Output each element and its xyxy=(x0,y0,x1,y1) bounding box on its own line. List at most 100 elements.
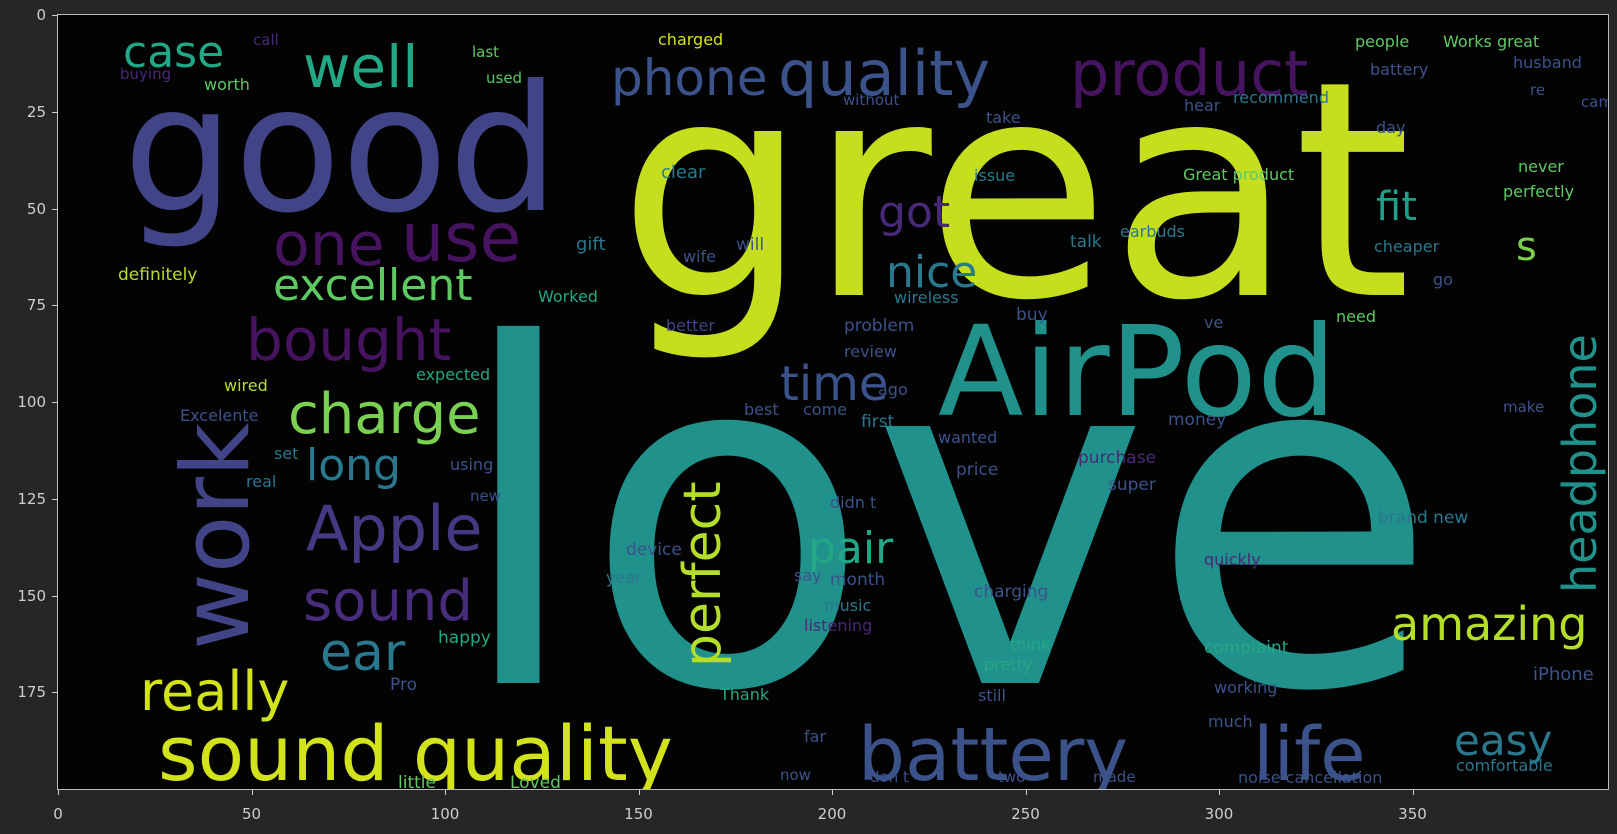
word-nice: nice xyxy=(886,247,977,298)
word-purchase: purchase xyxy=(1078,448,1156,468)
y-tick-label: 75 xyxy=(26,296,46,315)
word-talk: talk xyxy=(1070,232,1102,252)
word-year: year xyxy=(606,568,642,587)
word-day: day xyxy=(1376,118,1405,137)
word-wanted: wanted xyxy=(938,428,997,447)
x-tick-mark xyxy=(1025,790,1027,795)
plot-frame xyxy=(57,14,1609,790)
word-money: money xyxy=(1168,410,1226,430)
x-tick-label: 50 xyxy=(241,805,262,823)
word-time: time xyxy=(780,356,888,412)
word-headphone: headphone xyxy=(1553,334,1607,593)
word-use: use xyxy=(401,199,521,278)
x-tick-mark xyxy=(58,790,59,795)
word-using: using xyxy=(450,455,493,474)
y-tick-label: 100 xyxy=(17,393,46,411)
y-tick-label: 175 xyxy=(17,683,46,702)
word-noise-cancellation: noise cancellation xyxy=(1238,768,1382,787)
word-happy: happy xyxy=(438,628,491,648)
word-come: come xyxy=(803,400,847,419)
word-cheaper: cheaper xyxy=(1374,237,1440,256)
word-problem: problem xyxy=(844,316,914,336)
word-works-great: Works great xyxy=(1443,32,1539,51)
y-tick-mark xyxy=(52,498,57,500)
word-far: far xyxy=(804,727,826,746)
x-tick-mark xyxy=(832,790,833,795)
word-price: price xyxy=(956,460,998,480)
x-tick-mark xyxy=(251,790,253,795)
word-charged: charged xyxy=(658,30,723,49)
word-worked: Worked xyxy=(538,287,598,306)
word-s: s xyxy=(1516,224,1537,270)
word-pretty: pretty xyxy=(984,655,1032,674)
y-tick-label: 50 xyxy=(26,199,46,218)
word-expected: expected xyxy=(416,365,490,384)
y-tick-label: 150 xyxy=(17,586,46,605)
word-one: one xyxy=(273,210,385,280)
word-charging: charging xyxy=(974,582,1048,602)
word-great-product: Great product xyxy=(1183,165,1294,184)
word-working: working xyxy=(1214,678,1277,697)
x-tick-label: 250 xyxy=(1011,805,1040,823)
word-loved: Loved xyxy=(510,773,561,789)
word-got: got xyxy=(878,187,950,238)
word-case: case xyxy=(123,27,224,78)
word-buy: buy xyxy=(1016,305,1048,325)
word-well: well xyxy=(303,33,418,101)
word-perfect: perfect xyxy=(673,481,733,667)
word-sound-quality: sound quality xyxy=(158,709,673,789)
word-earbuds: earbuds xyxy=(1120,222,1185,241)
word-product: product xyxy=(1070,37,1308,110)
word-real: real xyxy=(246,472,276,491)
word-pair: pair xyxy=(808,523,894,574)
word-clear: clear xyxy=(661,162,706,183)
word-hear: hear xyxy=(1184,96,1221,115)
word-charge: charge xyxy=(288,382,481,447)
word-last: last xyxy=(472,43,499,61)
word-fit: fit xyxy=(1376,184,1417,230)
x-tick-label: 200 xyxy=(817,805,847,823)
word-easy: easy xyxy=(1454,716,1552,765)
x-tick-mark xyxy=(638,790,640,795)
word-don-t: don t xyxy=(870,768,909,786)
x-tick-mark xyxy=(1219,790,1220,795)
y-tick-mark xyxy=(52,595,57,597)
word-without: without xyxy=(843,91,900,109)
word-husband: husband xyxy=(1513,53,1582,72)
x-tick-label: 150 xyxy=(624,805,653,823)
word-call: call xyxy=(253,31,279,49)
word-super: super xyxy=(1108,475,1156,495)
y-tick-label: 0 xyxy=(36,6,46,24)
word-perfectly: perfectly xyxy=(1503,182,1574,201)
word-life: life xyxy=(1253,712,1366,789)
word-device: device xyxy=(626,540,682,560)
word-airpod: AirPod xyxy=(938,300,1336,445)
word-buying: buying xyxy=(120,65,171,83)
word-battery: battery xyxy=(858,712,1128,789)
word-made: made xyxy=(1093,768,1136,786)
word-best: best xyxy=(744,400,779,419)
word-two: two xyxy=(998,768,1025,786)
word-love: love xyxy=(453,247,1438,789)
word-cloud-image: love great good AirPod product quality phone we… xyxy=(58,15,1608,789)
word-month: month xyxy=(830,570,885,590)
word-will: will xyxy=(736,235,764,255)
word-comfortable: comfortable xyxy=(1456,756,1553,775)
word-amazing: amazing xyxy=(1391,597,1587,651)
y-tick-label: 25 xyxy=(26,102,46,121)
word-sound: sound xyxy=(303,569,473,634)
word-listening: listening xyxy=(804,616,872,635)
word-ago: ago xyxy=(878,380,908,399)
word-need: need xyxy=(1336,307,1376,326)
word-didn-t: didn t xyxy=(830,493,876,512)
word-definitely: definitely xyxy=(118,265,197,285)
word-re: re xyxy=(1530,81,1545,99)
word-recommend: recommend xyxy=(1233,88,1329,107)
word-still: still xyxy=(978,686,1006,705)
x-tick-mark xyxy=(1412,790,1414,795)
word-much: much xyxy=(1208,712,1253,731)
word-review: review xyxy=(844,342,897,361)
word-worth: worth xyxy=(204,75,250,94)
word-new: new xyxy=(470,487,501,505)
word-really: really xyxy=(140,660,289,723)
